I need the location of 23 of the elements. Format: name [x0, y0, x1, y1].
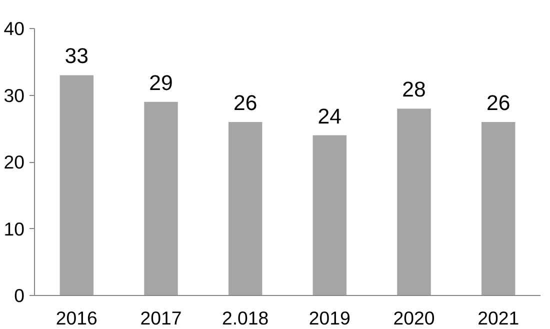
- data-label: 33: [64, 44, 89, 68]
- y-tick-label: 30: [4, 84, 25, 106]
- x-tick-label: 2020: [393, 308, 435, 328]
- data-label: 24: [318, 104, 342, 128]
- x-tick-label: 2017: [140, 308, 182, 328]
- y-tick-label: 20: [4, 152, 25, 172]
- data-label: 26: [233, 90, 258, 115]
- bar: [397, 108, 431, 296]
- bar: [144, 102, 178, 296]
- y-tick-label: 10: [4, 218, 25, 240]
- bar: [481, 122, 516, 296]
- bar: [228, 122, 262, 296]
- data-label: 26: [486, 90, 510, 115]
- x-tick-label: 2016: [56, 308, 98, 328]
- bar: [60, 75, 94, 296]
- x-tick-label: 2019: [308, 308, 350, 328]
- x-tick-label: 2021: [478, 308, 520, 328]
- x-tick-label: 2.018: [222, 308, 269, 328]
- y-tick-label: 0: [14, 285, 25, 306]
- data-label: 28: [402, 78, 426, 102]
- bar: [312, 135, 347, 296]
- y-tick-label: 40: [4, 18, 25, 39]
- data-label: 29: [149, 70, 173, 95]
